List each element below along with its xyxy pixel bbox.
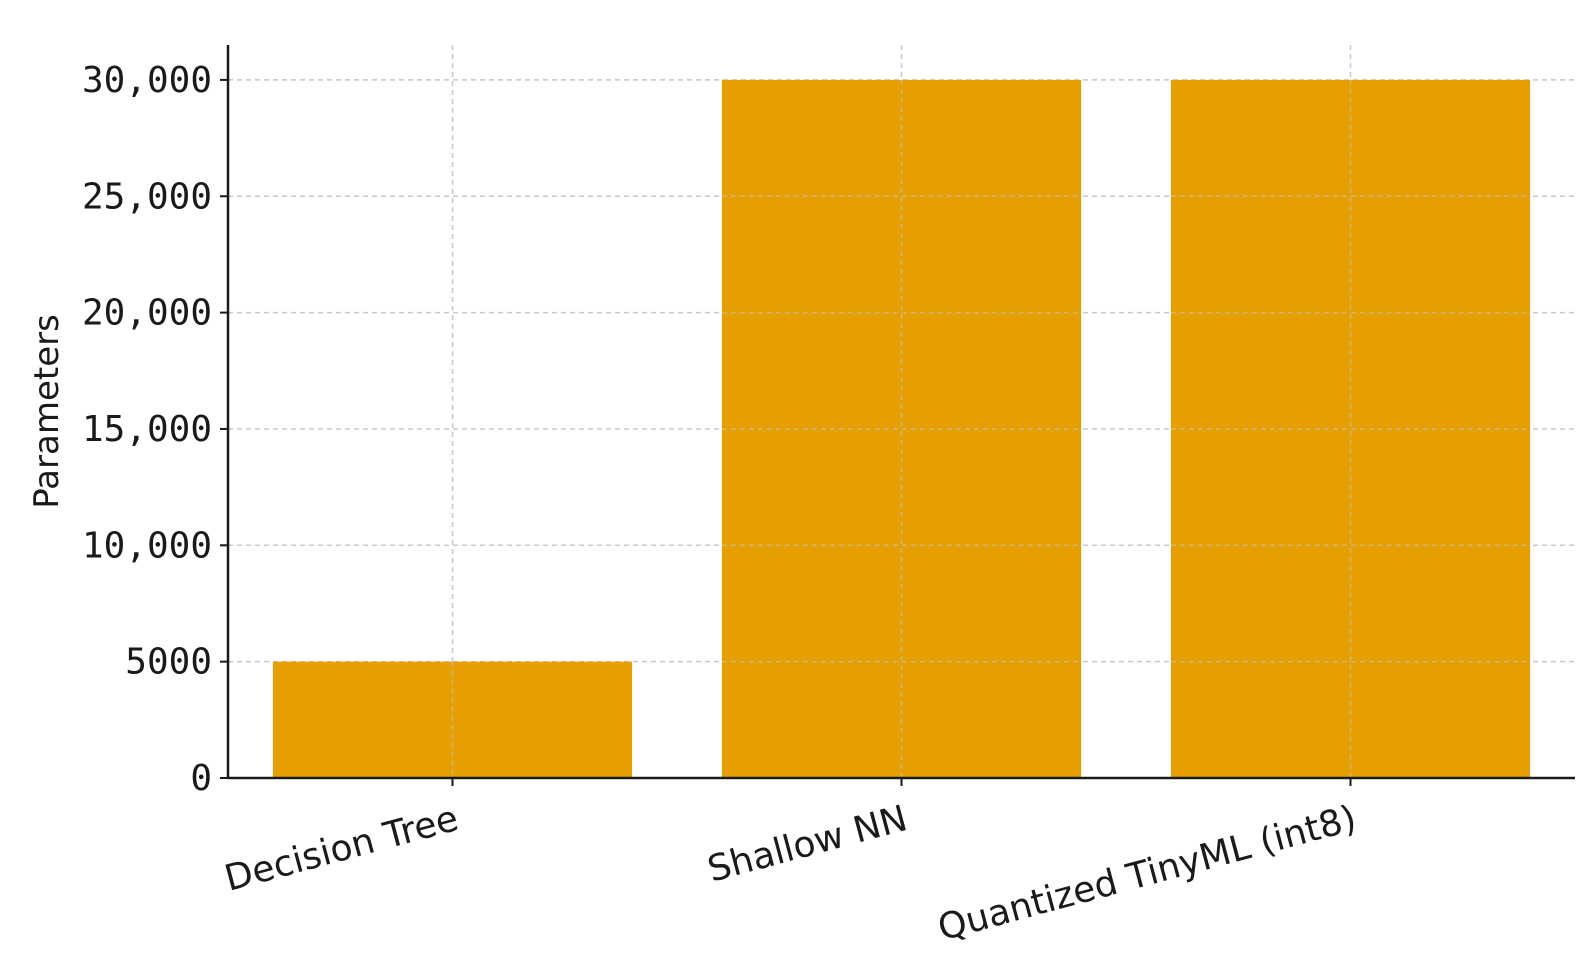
y-tick-label: 15,000 xyxy=(82,409,212,450)
y-tick-label: 20,000 xyxy=(82,293,212,334)
x-tick-label: Shallow NN xyxy=(703,798,911,891)
bars xyxy=(272,79,1531,778)
y-tick-label: 25,000 xyxy=(82,176,212,217)
x-tick-label: Decision Tree xyxy=(220,798,462,900)
y-axis-ticks: 0 5000 10,000 15,000 20,000 25,000 30,000 xyxy=(82,60,228,799)
bar-shallow-nn xyxy=(721,79,1082,778)
x-tick-label: Quantized TinyML (int8) xyxy=(934,798,1361,949)
y-axis-title: Parameters xyxy=(27,314,67,509)
x-axis-ticks: Decision Tree Shallow NN Quantized TinyML … xyxy=(220,778,1361,949)
bar-quantized-tinyml-int8 xyxy=(1170,79,1531,778)
y-tick-label: 10,000 xyxy=(82,525,212,566)
y-tick-label: 30,000 xyxy=(82,60,212,101)
y-tick-label: 5000 xyxy=(125,642,212,683)
y-tick-label: 0 xyxy=(190,758,212,799)
